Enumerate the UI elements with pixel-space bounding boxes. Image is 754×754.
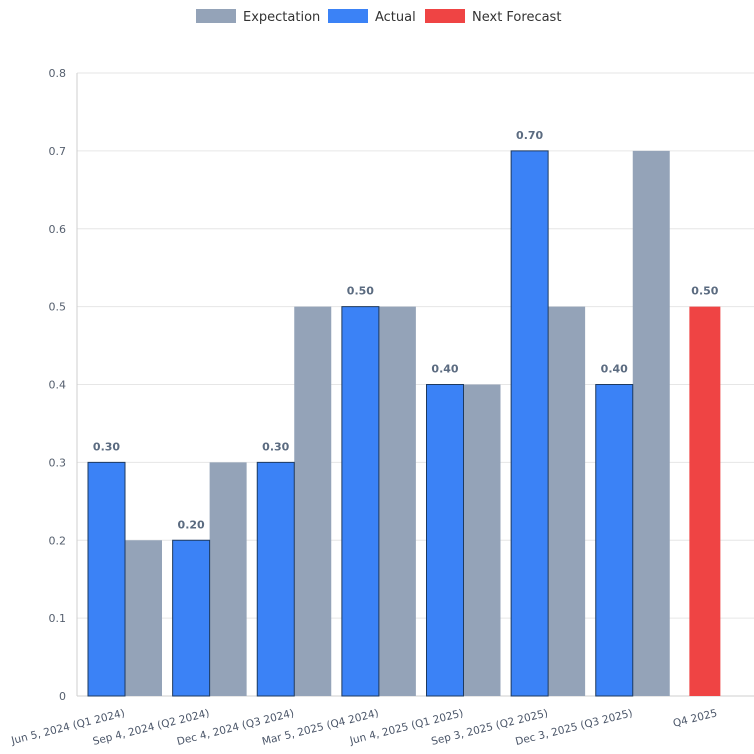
legend-item-actual[interactable]: Actual xyxy=(328,9,416,25)
bar-actual[interactable] xyxy=(341,306,380,697)
data-label: 0.20 xyxy=(178,518,205,531)
bars xyxy=(87,150,721,697)
data-label: 0.30 xyxy=(262,440,289,453)
data-label: 0.40 xyxy=(431,363,458,376)
bar-expectation[interactable] xyxy=(209,462,247,696)
y-tick-label: 0.2 xyxy=(49,534,67,547)
bar-expectation[interactable] xyxy=(632,150,670,696)
bar-actual[interactable] xyxy=(256,461,295,697)
y-tick-label: 0.7 xyxy=(49,145,67,158)
bar-actual[interactable] xyxy=(426,384,464,697)
legend-swatch xyxy=(196,9,236,23)
legend-swatch xyxy=(328,9,368,23)
bar-actual[interactable] xyxy=(510,150,549,697)
y-tick-label: 0.3 xyxy=(49,456,67,469)
data-label: 0.40 xyxy=(601,363,628,376)
legend-swatch xyxy=(425,9,465,23)
bar-actual[interactable] xyxy=(87,461,126,697)
data-label: 0.70 xyxy=(516,129,543,142)
x-axis: Jun 5, 2024 (Q1 2024)Sep 4, 2024 (Q2 202… xyxy=(9,707,718,748)
legend-label: Actual xyxy=(375,10,416,25)
bar-expectation[interactable] xyxy=(463,384,501,697)
y-tick-label: 0.1 xyxy=(49,612,67,625)
bar-expectation[interactable] xyxy=(125,540,162,696)
bar-actual[interactable] xyxy=(172,539,211,697)
bar-expectation[interactable] xyxy=(548,306,586,696)
y-tick-label: 0.4 xyxy=(49,379,67,392)
legend: Expectation Actual Next Forecast xyxy=(196,9,561,25)
bar-expectation[interactable] xyxy=(294,306,332,696)
legend-label: Expectation xyxy=(243,10,320,25)
y-tick-label: 0.6 xyxy=(49,223,67,236)
bar-actual[interactable] xyxy=(595,384,634,697)
data-label: 0.50 xyxy=(347,285,374,298)
bar-expectation[interactable] xyxy=(378,306,416,696)
legend-item-expectation[interactable]: Expectation xyxy=(196,9,320,25)
legend-label: Next Forecast xyxy=(472,10,561,25)
data-label: 0.50 xyxy=(691,285,718,298)
x-tick-label: Q4 2025 xyxy=(672,707,719,730)
legend-item-next-forecast[interactable]: Next Forecast xyxy=(425,9,561,25)
y-tick-label: 0.5 xyxy=(49,301,67,314)
bar-forecast[interactable] xyxy=(689,306,721,696)
data-label: 0.30 xyxy=(93,440,120,453)
y-tick-label: 0 xyxy=(59,690,66,703)
y-tick-label: 0.8 xyxy=(49,67,67,80)
data-labels: 0.30 0.20 0.30 0.50 0.40 0.70 0.40 0.50 xyxy=(93,129,719,531)
